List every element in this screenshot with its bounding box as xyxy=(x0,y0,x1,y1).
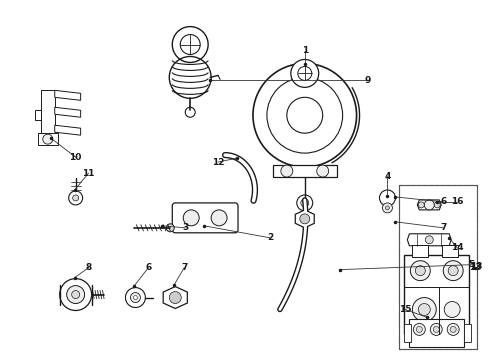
Text: 10: 10 xyxy=(69,153,81,162)
Text: 11: 11 xyxy=(82,168,95,177)
Circle shape xyxy=(211,210,226,226)
Text: 15: 15 xyxy=(398,305,411,314)
Circle shape xyxy=(414,266,425,276)
Circle shape xyxy=(290,59,318,87)
Bar xyxy=(447,334,462,342)
Polygon shape xyxy=(41,90,55,140)
Circle shape xyxy=(409,261,429,280)
Bar xyxy=(463,324,470,342)
Polygon shape xyxy=(272,165,336,177)
Bar xyxy=(411,245,427,257)
Circle shape xyxy=(169,292,181,303)
Circle shape xyxy=(42,134,53,144)
Polygon shape xyxy=(163,287,187,309)
Circle shape xyxy=(299,214,309,224)
Circle shape xyxy=(68,191,82,205)
Bar xyxy=(408,319,463,347)
Circle shape xyxy=(379,190,395,206)
Text: 14: 14 xyxy=(450,243,463,252)
Circle shape xyxy=(429,323,441,336)
Text: 13: 13 xyxy=(469,262,481,271)
Circle shape xyxy=(411,298,435,321)
Circle shape xyxy=(286,97,322,133)
Circle shape xyxy=(412,323,425,336)
Circle shape xyxy=(66,285,84,303)
Circle shape xyxy=(449,327,455,332)
Circle shape xyxy=(185,107,195,117)
Circle shape xyxy=(443,302,459,318)
Text: 13: 13 xyxy=(468,263,480,272)
Circle shape xyxy=(166,224,174,232)
Circle shape xyxy=(424,200,433,210)
Circle shape xyxy=(130,293,140,302)
Circle shape xyxy=(385,206,388,210)
Circle shape xyxy=(300,199,308,207)
Circle shape xyxy=(180,35,200,54)
Bar xyxy=(441,245,457,257)
Text: 5: 5 xyxy=(467,260,473,269)
Text: 4: 4 xyxy=(384,171,390,180)
Circle shape xyxy=(447,266,457,276)
Text: 9: 9 xyxy=(364,76,370,85)
Polygon shape xyxy=(416,200,440,210)
Text: 1: 1 xyxy=(301,46,307,55)
Text: 2: 2 xyxy=(266,233,272,242)
Text: 6: 6 xyxy=(145,263,151,272)
Polygon shape xyxy=(55,90,81,100)
Bar xyxy=(404,324,410,342)
Circle shape xyxy=(125,288,145,307)
Circle shape xyxy=(73,195,79,201)
Text: 16: 16 xyxy=(450,197,463,206)
Polygon shape xyxy=(55,107,81,117)
Circle shape xyxy=(252,63,356,167)
Circle shape xyxy=(442,261,462,280)
Polygon shape xyxy=(295,210,314,228)
Circle shape xyxy=(280,165,292,177)
Circle shape xyxy=(425,236,432,244)
Text: 7: 7 xyxy=(181,263,187,272)
Circle shape xyxy=(447,323,458,336)
Circle shape xyxy=(296,195,312,211)
Circle shape xyxy=(432,327,438,332)
Circle shape xyxy=(60,279,91,310)
Circle shape xyxy=(415,327,422,332)
Bar xyxy=(404,255,468,334)
Circle shape xyxy=(316,165,328,177)
Circle shape xyxy=(297,67,311,80)
Bar xyxy=(399,185,476,349)
Circle shape xyxy=(433,202,439,208)
Text: 6: 6 xyxy=(439,197,446,206)
Circle shape xyxy=(382,203,392,213)
FancyBboxPatch shape xyxy=(172,203,238,233)
Circle shape xyxy=(417,202,424,208)
Bar xyxy=(408,334,424,342)
Circle shape xyxy=(133,296,137,300)
Bar xyxy=(399,185,476,349)
Text: 8: 8 xyxy=(85,263,92,272)
Circle shape xyxy=(72,291,80,298)
Text: 3: 3 xyxy=(182,223,188,232)
Circle shape xyxy=(183,210,199,226)
Circle shape xyxy=(417,303,429,315)
Polygon shape xyxy=(407,234,450,246)
Text: 12: 12 xyxy=(211,158,224,167)
Polygon shape xyxy=(55,125,81,135)
Text: 7: 7 xyxy=(439,223,446,232)
Circle shape xyxy=(266,77,342,153)
Polygon shape xyxy=(38,133,58,145)
Polygon shape xyxy=(35,110,41,120)
Circle shape xyxy=(172,27,208,62)
